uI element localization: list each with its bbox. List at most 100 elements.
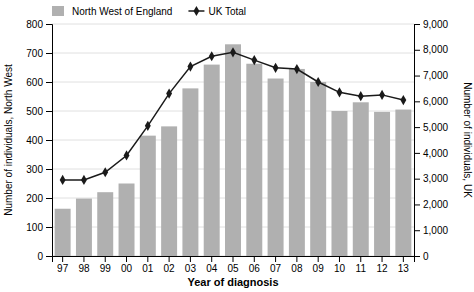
tick-mark bbox=[105, 256, 106, 262]
tick-label: 400 bbox=[26, 135, 43, 146]
marker bbox=[400, 95, 406, 105]
tick: 12 bbox=[376, 256, 388, 274]
y2-axis-title: Number of individuals, UK bbox=[462, 82, 473, 198]
marker bbox=[358, 91, 364, 101]
marker bbox=[315, 77, 321, 87]
marker bbox=[124, 150, 130, 160]
bar bbox=[374, 112, 390, 256]
tick-mark bbox=[318, 256, 319, 262]
tick-label: 11 bbox=[356, 263, 367, 274]
marker bbox=[379, 90, 385, 100]
tick: 6,000 bbox=[414, 96, 448, 107]
x-axis: 9798990001020304050607080910111213 bbox=[53, 256, 415, 274]
tick-mark bbox=[296, 256, 297, 262]
bar bbox=[310, 82, 326, 256]
bar bbox=[161, 126, 177, 256]
legend-marker bbox=[193, 6, 199, 16]
grid bbox=[52, 24, 414, 256]
bar bbox=[119, 184, 135, 257]
tick: 300 bbox=[26, 164, 52, 175]
tick-mark bbox=[414, 256, 420, 257]
tick-label: 3,000 bbox=[423, 173, 448, 184]
axis-line bbox=[46, 25, 53, 257]
legend-item: UK Total bbox=[188, 6, 246, 17]
axis-line bbox=[415, 25, 421, 257]
axis-line bbox=[53, 257, 415, 263]
tick-mark bbox=[126, 256, 127, 262]
tick-mark bbox=[169, 256, 170, 262]
tick-mark bbox=[414, 101, 420, 102]
tick-label: 1,000 bbox=[423, 225, 448, 236]
marker bbox=[102, 167, 108, 177]
bar bbox=[246, 64, 262, 256]
tick: 400 bbox=[26, 135, 52, 146]
tick-mark bbox=[254, 256, 255, 262]
bar bbox=[204, 65, 220, 256]
tick-label: 2,000 bbox=[423, 199, 448, 210]
tick: 1,000 bbox=[414, 225, 448, 236]
tick-mark bbox=[46, 227, 52, 228]
tick-label: 09 bbox=[313, 263, 325, 274]
x-axis-title: Year of diagnosis bbox=[187, 276, 278, 288]
bar bbox=[55, 209, 71, 256]
marker bbox=[251, 55, 257, 65]
tick: 08 bbox=[291, 256, 303, 274]
bar bbox=[97, 192, 113, 256]
marker bbox=[166, 89, 172, 99]
tick: 03 bbox=[185, 256, 197, 274]
tick: 05 bbox=[227, 256, 239, 274]
tick-label: 12 bbox=[376, 263, 388, 274]
tick-mark bbox=[414, 204, 420, 205]
tick-label: 100 bbox=[26, 222, 43, 233]
bar bbox=[76, 199, 92, 256]
tick-mark bbox=[46, 256, 52, 257]
tick-mark bbox=[414, 127, 420, 128]
tick-label: 00 bbox=[121, 263, 133, 274]
line bbox=[63, 52, 404, 180]
legend-label: North West of England bbox=[72, 6, 172, 17]
tick-mark bbox=[147, 256, 148, 262]
tick: 13 bbox=[398, 256, 410, 274]
bar bbox=[268, 79, 284, 256]
bar bbox=[225, 44, 241, 256]
legend-label: UK Total bbox=[208, 6, 246, 17]
tick: 99 bbox=[100, 256, 112, 274]
tick-label: 01 bbox=[142, 263, 154, 274]
tick-mark bbox=[414, 24, 420, 25]
tick-label: 300 bbox=[26, 164, 43, 175]
tick-mark bbox=[360, 256, 361, 262]
tick: 02 bbox=[164, 256, 176, 274]
bar-series bbox=[55, 44, 412, 256]
tick: 3,000 bbox=[414, 173, 448, 184]
tick-label: 07 bbox=[270, 263, 282, 274]
tick-mark bbox=[190, 256, 191, 262]
bar bbox=[140, 136, 156, 256]
tick-label: 0 bbox=[423, 251, 429, 262]
bar bbox=[331, 111, 347, 256]
tick: 98 bbox=[78, 256, 90, 274]
tick-mark bbox=[211, 256, 212, 262]
tick: 8,000 bbox=[414, 44, 448, 55]
tick: 01 bbox=[142, 256, 154, 274]
tick: 97 bbox=[57, 256, 69, 274]
tick: 06 bbox=[249, 256, 261, 274]
tick: 700 bbox=[26, 48, 52, 59]
tick-label: 04 bbox=[206, 263, 218, 274]
tick-label: 97 bbox=[57, 263, 69, 274]
tick-label: 700 bbox=[26, 48, 43, 59]
tick: 9,000 bbox=[414, 19, 448, 30]
tick-mark bbox=[46, 111, 52, 112]
tick-label: 03 bbox=[185, 263, 197, 274]
tick-mark bbox=[403, 256, 404, 262]
tick-mark bbox=[414, 153, 420, 154]
tick-label: 02 bbox=[164, 263, 176, 274]
bar bbox=[395, 110, 411, 256]
tick-label: 06 bbox=[249, 263, 261, 274]
bar bbox=[353, 102, 369, 256]
legend: North West of England UK Total bbox=[52, 6, 246, 17]
tick: 100 bbox=[26, 222, 52, 233]
marker bbox=[81, 175, 87, 185]
plot: 9798990001020304050607080910111213010020… bbox=[26, 19, 448, 274]
y-axis: 0100200300400500600700800 bbox=[26, 19, 52, 262]
tick-label: 600 bbox=[26, 77, 43, 88]
